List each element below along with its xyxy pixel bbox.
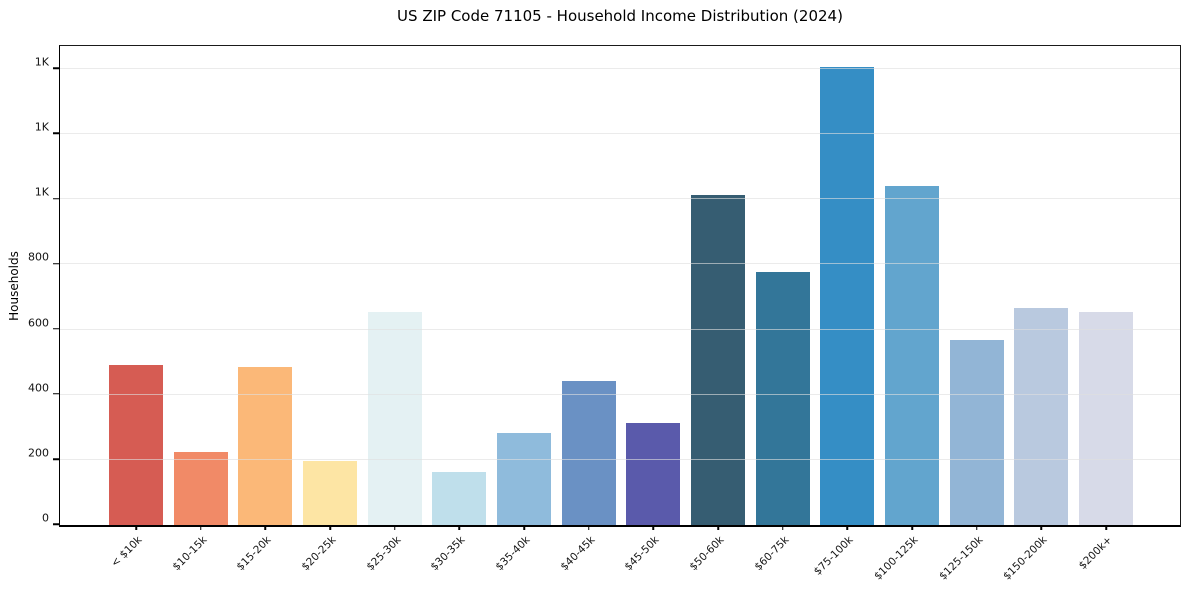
x-tick — [199, 525, 202, 530]
x-tick-label: $150-200k — [1001, 534, 1050, 583]
x-tick — [846, 525, 849, 530]
bar — [173, 451, 228, 525]
gridline — [60, 133, 1180, 135]
x-tick — [329, 525, 331, 530]
x-tick-label: $25-30k — [364, 534, 404, 574]
gridline — [60, 393, 1180, 395]
x-tick — [264, 525, 267, 530]
y-tick-label: 1K — [34, 120, 49, 134]
bar — [303, 460, 357, 525]
x-tick-label: $60-75k — [752, 534, 792, 574]
y-tick — [53, 393, 59, 395]
chart-title: US ZIP Code 71105 - Household Income Dis… — [397, 7, 843, 25]
y-tick-label: 200 — [28, 446, 49, 460]
y-tick — [53, 458, 59, 460]
bar — [885, 186, 939, 525]
x-tick — [523, 525, 525, 530]
x-tick-label: $100-125k — [871, 534, 921, 583]
gridline — [60, 328, 1180, 330]
y-tick — [53, 262, 59, 265]
plot-area: < $10k $10-15k $15-20k $20-25k $25-30k $30-35… — [28, 45, 1181, 583]
y-tick-label: 0 — [42, 511, 49, 525]
x-tick — [587, 525, 590, 530]
bar — [626, 423, 681, 525]
x-tick-label: $75-100k — [812, 534, 856, 578]
y-tick-label: 1K — [34, 185, 49, 199]
x-tick — [717, 525, 719, 530]
bar — [432, 472, 487, 525]
x-tick-label: $35-40k — [493, 534, 533, 574]
x-tick-label: $40-45k — [558, 534, 598, 574]
gridline — [60, 458, 1180, 460]
bar — [561, 381, 616, 525]
y-tick-label: 400 — [28, 381, 49, 395]
x-tick-label: $15-20k — [234, 534, 274, 574]
x-tick-label: $45-50k — [622, 534, 662, 574]
bar — [1079, 311, 1133, 525]
x-tick-label: $50-60k — [687, 534, 727, 574]
bar — [109, 365, 163, 525]
y-tick — [53, 132, 59, 135]
gridline — [60, 263, 1180, 265]
x-tick-label: $125-150k — [936, 534, 986, 583]
y-axis-label: Households — [7, 251, 21, 321]
bar — [238, 367, 293, 525]
bar — [367, 311, 422, 525]
x-tick — [911, 525, 913, 530]
bar — [1014, 308, 1069, 525]
x-tick — [975, 525, 978, 530]
y-tick-label: 600 — [28, 316, 49, 330]
y-tick-label: 800 — [28, 250, 49, 264]
y-tick — [53, 67, 59, 70]
y-tick — [53, 523, 59, 525]
bar — [755, 271, 810, 525]
x-tick-label: $20-25k — [299, 534, 339, 574]
bar — [820, 67, 875, 525]
bar — [949, 340, 1004, 525]
x-tick — [135, 525, 137, 530]
x-tick — [1040, 525, 1043, 530]
x-tick-label: < $10k — [108, 534, 145, 570]
x-tick-label: $200k+ — [1076, 534, 1115, 572]
y-tick — [53, 328, 59, 330]
y-tick — [53, 197, 59, 200]
bar — [497, 432, 551, 525]
y-tick-label: 1K — [34, 55, 49, 69]
x-tick — [781, 525, 784, 530]
gridline — [60, 68, 1180, 70]
bar — [691, 195, 745, 525]
x-tick — [652, 525, 655, 530]
x-tick — [393, 525, 396, 530]
x-tick-label: $30-35k — [428, 534, 468, 574]
x-tick — [1105, 525, 1107, 530]
x-tick-label: $10-15k — [170, 534, 210, 574]
x-tick — [458, 525, 461, 530]
gridline — [60, 198, 1180, 200]
